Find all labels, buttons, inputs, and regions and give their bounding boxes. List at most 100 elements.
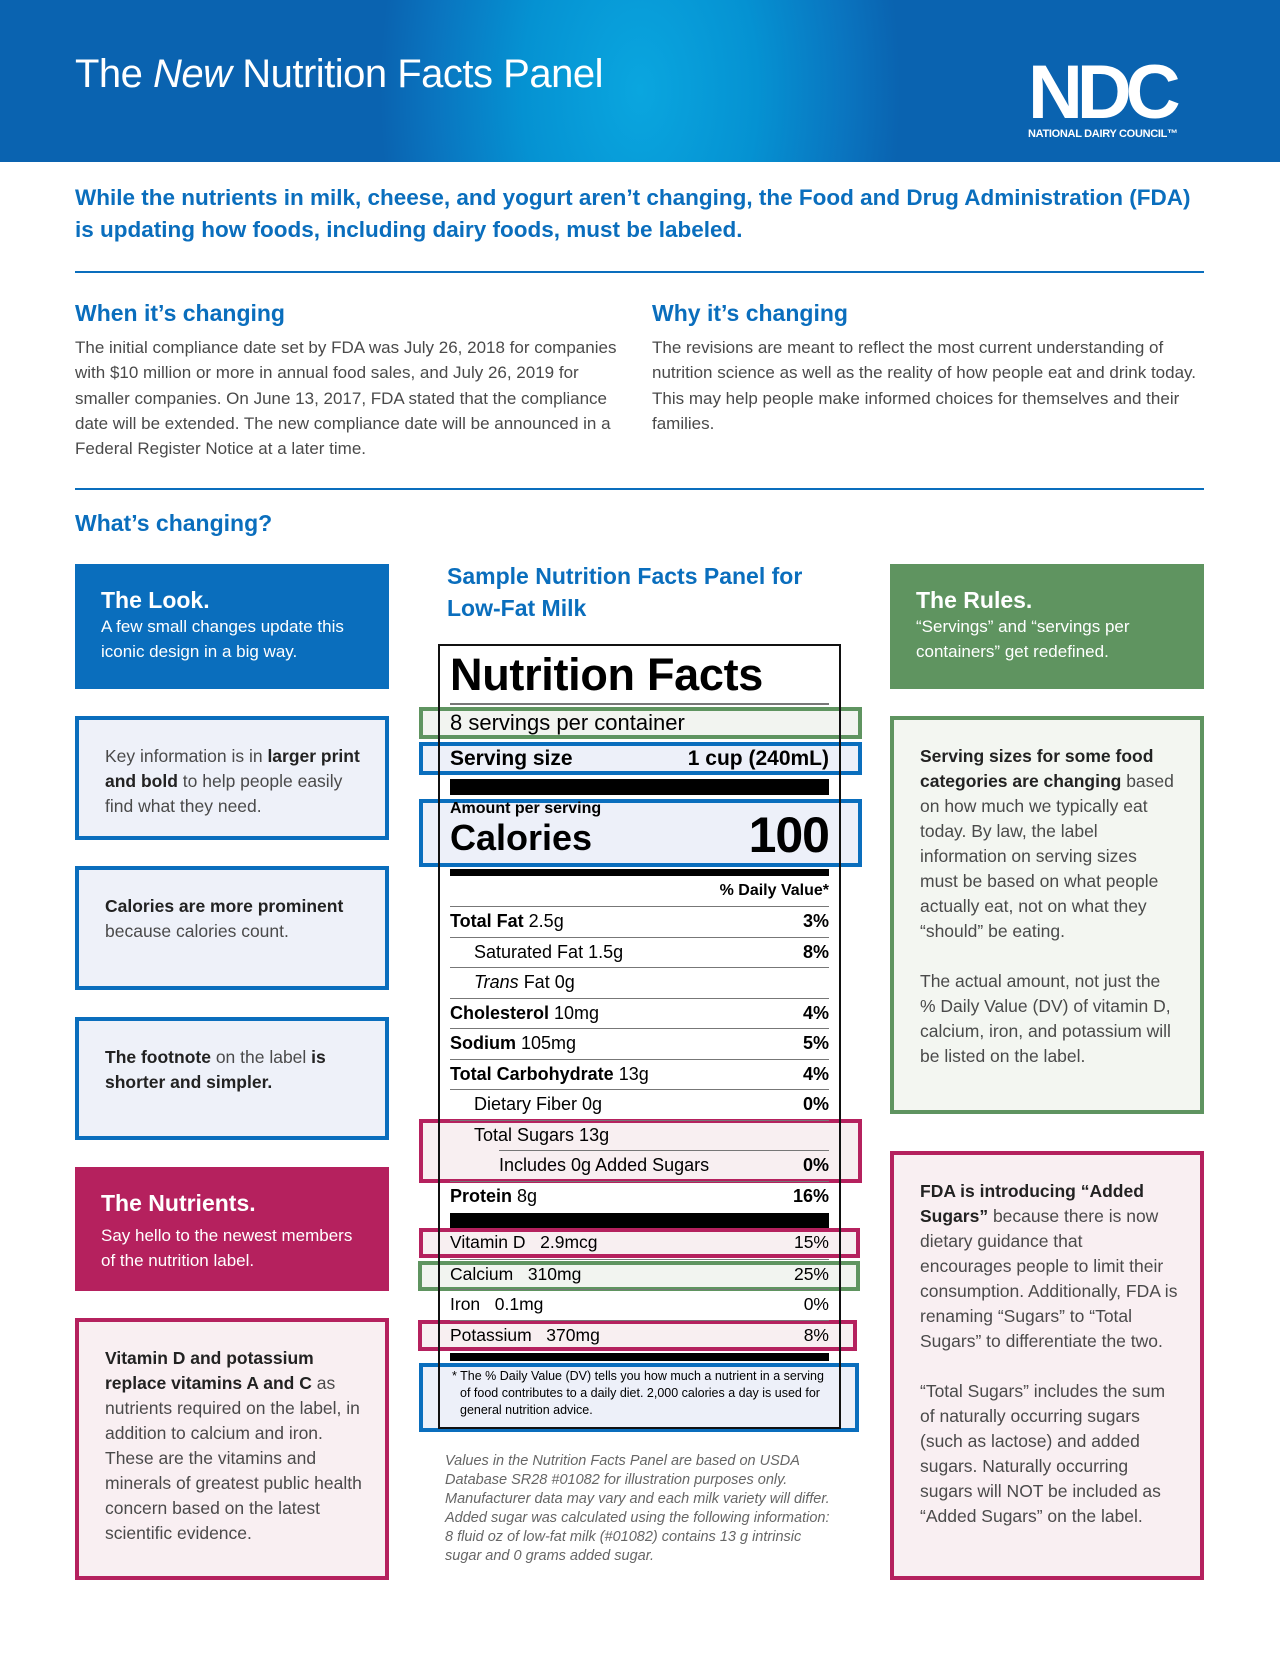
data-source-note: Values in the Nutrition Facts Panel are …: [445, 1453, 830, 1564]
vitamin-name: Potassium: [450, 1324, 532, 1345]
bold-text: Serving sizes for some food categories a…: [920, 746, 1154, 791]
nutrients-box: The Nutrients. Say hello to the newest m…: [75, 1167, 389, 1291]
nutrient-row: Total Fat 2.5g 3%: [450, 906, 829, 937]
nutrient-name: Sodium 105mg: [450, 1029, 576, 1059]
bold-text: The footnote: [105, 1047, 211, 1067]
nutrient-amount: Saturated Fat 1.5g: [474, 941, 624, 962]
ndc-logo: NDC NATIONAL DAIRY COUNCIL™: [1028, 55, 1203, 141]
nutrient-amount: 10mg: [549, 1002, 600, 1023]
thick-bar: [450, 779, 829, 795]
divider: [75, 488, 1204, 490]
nutrient-amount: 8g: [512, 1185, 538, 1206]
serving-size-value: 1 cup (240mL): [687, 747, 829, 770]
daily-value: 5%: [802, 1033, 829, 1053]
nutrient-row: Includes 0g Added Sugars 0%: [499, 1150, 829, 1181]
vitamin-name: Iron: [450, 1294, 481, 1314]
nutrient-name: Protein 8g: [450, 1182, 537, 1212]
text: Key information is in: [105, 746, 268, 766]
daily-value: 0%: [802, 1155, 829, 1175]
vitamin-row: Calcium 310mg 25%: [450, 1258, 829, 1290]
nutrient-name: Total Carbohydrate 13g: [450, 1060, 649, 1090]
when-body: The initial compliance date set by FDA w…: [75, 338, 617, 459]
title-text: The: [75, 52, 154, 96]
text: because there is now dietary guidance th…: [920, 1206, 1178, 1351]
text: to help people easily find what they nee…: [105, 771, 343, 816]
text: because calories count.: [105, 921, 289, 941]
title-emphasis: New: [153, 52, 232, 96]
servings-per-container: 8 servings per container: [450, 710, 685, 735]
paragraph: “Total Sugars” includes the sum of natur…: [920, 1381, 1166, 1526]
rules-box: The Rules. “Servings” and “servings per …: [890, 564, 1204, 689]
nutrient-row: Protein 8g 16%: [450, 1180, 829, 1212]
daily-value: 0%: [803, 1294, 829, 1314]
nutrient-row: Dietary Fiber 0g 0%: [450, 1089, 829, 1120]
nutrient-name: Saturated Fat 1.5g: [450, 938, 623, 968]
label-title: Nutrition Facts: [450, 649, 764, 700]
nutrient-amount: 2.5g: [523, 911, 564, 931]
nutrient-italic: Trans: [474, 972, 519, 992]
serving-size-box: Serving sizes for some food categories a…: [890, 716, 1204, 1114]
bold-text: Calories are more prominent: [105, 896, 344, 916]
title-text: Nutrition Facts Panel: [231, 52, 603, 96]
vitamin-row: Iron 0.1mg 0%: [450, 1289, 829, 1320]
nutrient-amount: Dietary Fiber 0g: [474, 1094, 603, 1114]
nutrient-row: Cholesterol 10mg 4%: [450, 997, 829, 1029]
look-box: The Look. A few small changes update thi…: [75, 564, 389, 689]
nutrient-bold: Cholesterol: [450, 1002, 550, 1023]
vitamin-amount: 2.9mcg: [540, 1232, 598, 1252]
nutrient-bold: Total Carbohydrate: [450, 1063, 614, 1084]
divider: [450, 703, 829, 705]
nutrient-name: Cholesterol 10mg: [450, 999, 599, 1029]
page-title: The New Nutrition Facts Panel: [75, 52, 603, 97]
sample-panel-heading: Sample Nutrition Facts Panel for Low-Fat…: [447, 563, 803, 621]
paragraph: FDA is introducing “Added Sugars” becaus…: [920, 1179, 1178, 1354]
serving-size-highlight: [419, 742, 862, 775]
nutrient-bold: Sodium: [450, 1033, 516, 1053]
calories-box: Calories are more prominent because calo…: [75, 866, 389, 990]
vitamin-name: Calcium: [450, 1263, 514, 1284]
divider: [75, 271, 1204, 273]
nutrients-subtitle: Say hello to the newest members of the n…: [101, 1226, 353, 1270]
daily-value: 3%: [802, 911, 829, 931]
daily-value: 16%: [792, 1185, 829, 1206]
nutrient-bold: Protein: [450, 1185, 513, 1206]
whats-changing-heading: What’s changing?: [75, 510, 273, 536]
footnote-box: The footnote on the label is shorter and…: [75, 1017, 389, 1140]
vitamin-label: Potassium 370mg: [450, 1321, 600, 1351]
vitamin-label: Calcium 310mg: [450, 1260, 581, 1290]
vitamin-label: Vitamin D 2.9mcg: [450, 1228, 598, 1259]
look-title: The Look.: [101, 587, 210, 613]
medium-bar: [450, 869, 829, 876]
nutrient-name: Total Sugars 13g: [450, 1121, 609, 1151]
nutrient-amount: 105mg: [516, 1033, 577, 1053]
serving-size-label: Serving size: [450, 747, 573, 770]
vitamin-amount: 0.1mg: [494, 1294, 544, 1314]
bold-text: is shorter and simpler.: [105, 1047, 326, 1092]
sugars-highlight: [419, 1119, 862, 1183]
amount-per-serving: Amount per serving: [450, 800, 602, 817]
when-heading: When it’s changing: [75, 300, 285, 326]
medium-bar: [450, 1353, 829, 1361]
nutrient-amount: Total Sugars 13g: [474, 1124, 610, 1145]
daily-value: 4%: [802, 1063, 829, 1084]
text: on the label: [210, 1047, 312, 1067]
text: as nutrients required on the label, in a…: [105, 1373, 362, 1543]
nutrient-bold: Total Fat: [450, 911, 524, 931]
why-heading: Why it’s changing: [652, 300, 848, 326]
header-banner: The New Nutrition Facts Panel NDC NATION…: [0, 0, 1280, 162]
nutrient-row: Trans Fat 0g: [450, 967, 829, 998]
nutrient-row: Total Sugars 13g: [450, 1119, 829, 1151]
label-footnote: * The % Daily Value (DV) tells you how m…: [452, 1369, 824, 1417]
look-subtitle: A few small changes update this iconic d…: [101, 617, 344, 661]
why-body: The revisions are meant to reflect the m…: [652, 338, 1196, 433]
daily-value: 8%: [802, 941, 829, 962]
nutrient-row: Sodium 105mg 5%: [450, 1028, 829, 1059]
rules-title: The Rules.: [916, 587, 1033, 613]
intro-text: While the nutrients in milk, cheese, and…: [75, 185, 1191, 242]
vitamin-amount: 370mg: [546, 1324, 600, 1345]
nutrient-amount: Fat 0g: [518, 972, 575, 992]
nutrient-amount: Includes 0g Added Sugars: [499, 1155, 710, 1175]
added-sugars-box: FDA is introducing “Added Sugars” becaus…: [890, 1151, 1204, 1580]
text: based on how much we typically eat today…: [920, 771, 1174, 941]
nutrient-row: Saturated Fat 1.5g 8%: [450, 936, 829, 968]
